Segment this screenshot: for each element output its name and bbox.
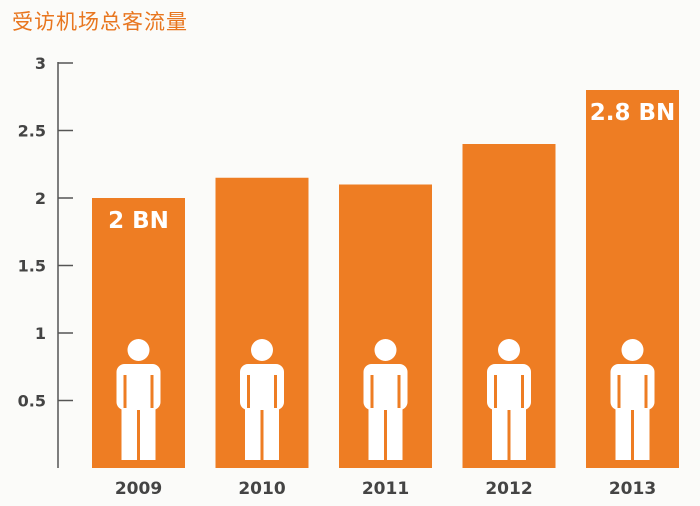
y-tick-label: 3 — [35, 54, 46, 73]
person-icon — [610, 339, 655, 460]
bar-data-label: 2 BN — [108, 208, 169, 234]
bar-data-label: 2.8 BN — [590, 100, 676, 126]
x-tick-label: 2013 — [609, 479, 656, 499]
chart-title: 受访机场总客流量 — [12, 10, 188, 34]
person-icon — [116, 339, 161, 460]
person-icon — [487, 339, 531, 460]
person-icon — [240, 339, 284, 460]
x-tick-label: 2011 — [362, 479, 409, 499]
y-tick-label: 1 — [35, 324, 46, 343]
y-tick-label: 1.5 — [18, 257, 46, 276]
x-tick-label: 2010 — [238, 479, 285, 499]
y-tick-label: 2 — [35, 189, 46, 208]
y-tick-label: 2.5 — [18, 122, 46, 141]
x-tick-label: 2012 — [485, 479, 532, 499]
person-icon — [363, 339, 408, 460]
x-tick-label: 2009 — [115, 479, 162, 499]
y-tick-label: 0.5 — [18, 392, 46, 411]
